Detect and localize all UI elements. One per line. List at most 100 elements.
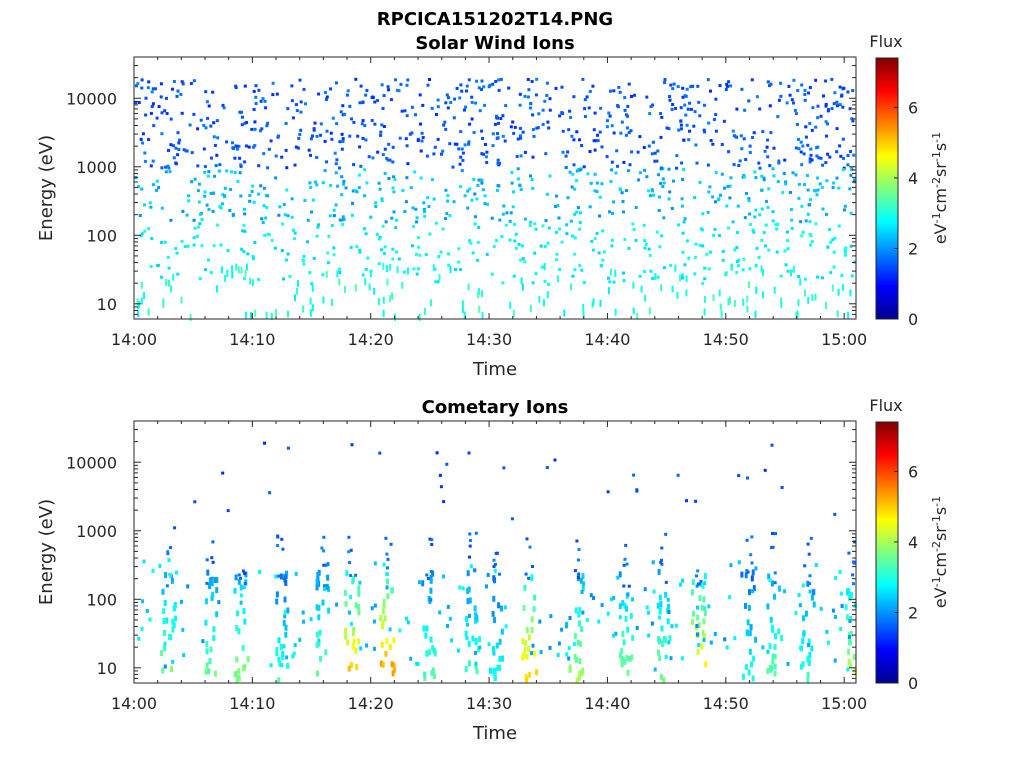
data-cell bbox=[644, 243, 648, 247]
data-cell bbox=[347, 535, 351, 539]
data-cell bbox=[596, 133, 599, 137]
data-cell bbox=[448, 142, 452, 146]
data-cell bbox=[357, 638, 361, 645]
data-cell bbox=[446, 194, 450, 197]
data-cell bbox=[296, 287, 299, 295]
data-cell bbox=[811, 106, 815, 110]
data-cell bbox=[695, 161, 699, 165]
data-cell bbox=[338, 278, 341, 286]
data-cell bbox=[614, 631, 618, 636]
data-cell bbox=[533, 251, 537, 255]
data-cell bbox=[539, 244, 543, 248]
data-cell bbox=[853, 178, 856, 182]
data-cell bbox=[502, 204, 506, 208]
data-cell bbox=[720, 172, 724, 176]
data-cell bbox=[376, 150, 380, 154]
data-cell bbox=[810, 128, 814, 132]
data-cell bbox=[203, 165, 207, 169]
data-cell bbox=[172, 273, 175, 281]
data-cell bbox=[650, 152, 654, 156]
data-cell bbox=[747, 199, 751, 203]
data-cell bbox=[670, 107, 674, 111]
data-cell bbox=[438, 610, 442, 615]
data-cell bbox=[352, 627, 355, 634]
data-cell bbox=[250, 190, 254, 194]
data-cell bbox=[840, 94, 844, 98]
data-cell bbox=[264, 106, 268, 110]
data-cell bbox=[711, 142, 715, 146]
data-cell bbox=[656, 149, 660, 153]
data-cell bbox=[713, 227, 717, 231]
data-cell bbox=[516, 177, 520, 181]
data-cell bbox=[415, 661, 419, 666]
data-cell bbox=[766, 138, 769, 142]
data-cell bbox=[605, 125, 609, 129]
data-cell bbox=[831, 186, 835, 189]
data-cell bbox=[568, 616, 572, 620]
data-cell bbox=[254, 102, 258, 105]
data-cell bbox=[783, 158, 787, 162]
data-cell bbox=[546, 291, 549, 299]
data-cell bbox=[531, 155, 535, 159]
data-cell bbox=[650, 621, 654, 626]
data-cell bbox=[469, 564, 473, 569]
data-cell bbox=[627, 82, 631, 86]
data-cell bbox=[529, 220, 533, 224]
data-cell bbox=[843, 208, 846, 212]
data-cell bbox=[464, 105, 468, 109]
data-cell bbox=[509, 211, 513, 215]
data-cell bbox=[262, 152, 266, 156]
data-cell bbox=[816, 275, 819, 279]
data-cell bbox=[727, 150, 731, 154]
data-cell bbox=[254, 84, 258, 88]
data-cell bbox=[760, 265, 763, 273]
data-cell bbox=[499, 77, 503, 81]
data-cell bbox=[471, 635, 475, 642]
data-cell bbox=[830, 107, 834, 111]
data-cell bbox=[660, 115, 664, 119]
data-cell bbox=[630, 150, 634, 154]
data-cell bbox=[818, 182, 822, 186]
data-cell bbox=[304, 102, 307, 106]
data-cell bbox=[850, 117, 854, 121]
data-cell bbox=[350, 443, 354, 447]
data-cell bbox=[682, 220, 686, 224]
data-cell bbox=[316, 575, 320, 582]
data-cell bbox=[499, 117, 503, 120]
data-cell bbox=[180, 599, 183, 604]
data-cell bbox=[210, 594, 214, 601]
data-cell bbox=[623, 557, 627, 561]
data-cell bbox=[328, 214, 332, 218]
data-cell bbox=[702, 606, 706, 611]
data-cell bbox=[665, 126, 669, 130]
data-cell bbox=[657, 209, 661, 212]
data-cell bbox=[342, 217, 346, 221]
data-cell bbox=[670, 624, 674, 629]
data-cell bbox=[396, 266, 399, 274]
data-cell bbox=[560, 627, 564, 632]
data-cell bbox=[762, 291, 764, 299]
data-cell bbox=[837, 288, 840, 296]
data-cell bbox=[324, 98, 328, 102]
data-cell bbox=[381, 224, 385, 228]
data-cell bbox=[457, 260, 461, 264]
data-cell bbox=[242, 250, 246, 254]
data-cell bbox=[382, 562, 386, 567]
data-cell bbox=[190, 180, 194, 184]
data-cell bbox=[589, 593, 593, 598]
data-cell bbox=[838, 570, 842, 574]
data-cell bbox=[492, 667, 496, 674]
data-cell bbox=[317, 614, 321, 621]
data-cell bbox=[624, 615, 628, 622]
data-cell bbox=[177, 148, 181, 151]
data-cell bbox=[405, 114, 409, 118]
data-cell bbox=[600, 603, 604, 608]
data-cell bbox=[285, 655, 289, 660]
data-cell bbox=[737, 560, 741, 565]
data-cell bbox=[743, 216, 747, 220]
data-cell bbox=[151, 569, 155, 573]
data-cell bbox=[176, 89, 180, 93]
data-cell bbox=[158, 563, 162, 568]
data-cell bbox=[375, 232, 379, 236]
data-cell bbox=[430, 543, 434, 546]
